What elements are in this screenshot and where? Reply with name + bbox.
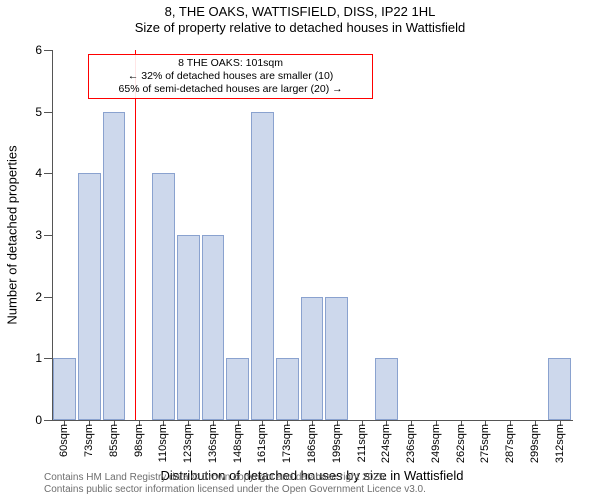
- x-tick-label: 211sqm: [356, 424, 368, 462]
- x-tick-label: 312sqm: [554, 424, 566, 463]
- x-tick-label: 98sqm: [133, 424, 145, 457]
- x-tick-label: 249sqm: [430, 424, 442, 463]
- x-tick-label: 85sqm: [108, 424, 120, 457]
- bar: [53, 358, 76, 420]
- x-tick-label: 236sqm: [405, 424, 417, 463]
- x-tick-label: 123sqm: [182, 424, 194, 463]
- bar: [103, 112, 126, 420]
- bar: [226, 358, 249, 420]
- title-line1: 8, THE OAKS, WATTISFIELD, DISS, IP22 1HL: [0, 4, 600, 20]
- y-tick: [44, 297, 52, 298]
- y-tick-label: 0: [35, 413, 42, 427]
- y-tick-label: 2: [35, 290, 42, 304]
- bar: [301, 297, 324, 420]
- x-tick-label: 173sqm: [281, 424, 293, 463]
- y-tick: [44, 112, 52, 113]
- footer-line2: Contains public sector information licen…: [44, 484, 426, 496]
- bar: [177, 235, 200, 420]
- x-tick-label: 110sqm: [157, 424, 169, 462]
- bar: [325, 297, 348, 420]
- footer: Contains HM Land Registry data © Crown c…: [44, 472, 426, 496]
- y-tick-label: 5: [35, 105, 42, 119]
- x-tick-label: 287sqm: [504, 424, 516, 463]
- x-tick-label: 136sqm: [207, 424, 219, 463]
- callout-line: 8 THE OAKS: 101sqm: [95, 57, 365, 70]
- footer-line1: Contains HM Land Registry data © Crown c…: [44, 472, 426, 484]
- y-tick: [44, 358, 52, 359]
- bars-container: [52, 50, 572, 420]
- y-tick-label: 6: [35, 43, 42, 57]
- bar: [202, 235, 225, 420]
- bar: [251, 112, 274, 420]
- y-tick: [44, 50, 52, 51]
- x-tick-label: 73sqm: [83, 424, 95, 457]
- x-tick-label: 224sqm: [380, 424, 392, 463]
- y-axis-label: Number of detached properties: [5, 145, 20, 324]
- y-tick: [44, 173, 52, 174]
- marker-line: [135, 50, 136, 420]
- bar: [276, 358, 299, 420]
- y-tick-label: 1: [35, 351, 42, 365]
- x-tick-label: 186sqm: [306, 424, 318, 463]
- x-tick-label: 299sqm: [529, 424, 541, 463]
- bar: [152, 173, 175, 420]
- y-tick: [44, 235, 52, 236]
- x-tick-label: 275sqm: [479, 424, 491, 463]
- x-tick-label: 60sqm: [58, 424, 70, 457]
- chart-title: 8, THE OAKS, WATTISFIELD, DISS, IP22 1HL…: [0, 0, 600, 37]
- x-tick-label: 161sqm: [256, 424, 268, 463]
- x-tick-label: 199sqm: [331, 424, 343, 463]
- callout-line: ← 32% of detached houses are smaller (10…: [95, 70, 365, 83]
- y-tick: [44, 420, 52, 421]
- bar: [375, 358, 398, 420]
- x-tick-label: 148sqm: [232, 424, 244, 463]
- y-tick-label: 4: [35, 166, 42, 180]
- bar: [78, 173, 101, 420]
- callout-box: 8 THE OAKS: 101sqm← 32% of detached hous…: [88, 54, 372, 99]
- plot-area: Number of detached properties Distributi…: [52, 50, 572, 420]
- callout-line: 65% of semi-detached houses are larger (…: [95, 83, 365, 96]
- bar: [548, 358, 571, 420]
- title-line2: Size of property relative to detached ho…: [0, 20, 600, 36]
- x-tick-label: 262sqm: [455, 424, 467, 463]
- y-tick-label: 3: [35, 228, 42, 242]
